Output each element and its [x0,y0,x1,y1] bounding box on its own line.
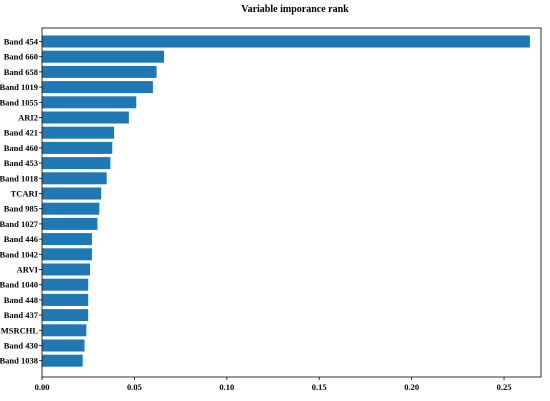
x-tick-label: 0.25 [497,382,512,392]
bar-tcari [42,187,102,200]
y-tick-label: Band 660 [4,52,38,62]
bar-band-430 [42,339,85,352]
y-tick-label: Band 1019 [0,82,38,92]
bar-band-1040 [42,278,89,291]
y-tick-label: Band 460 [4,143,38,153]
y-tick-label: Band 430 [4,341,38,351]
bar-ari2 [42,111,129,124]
bar-band-454 [42,35,530,48]
y-tick-label: ARVI [17,265,39,275]
y-tick-label: Band 454 [4,37,39,47]
y-tick-label: Band 1040 [0,280,38,290]
x-tick-label: 0.20 [404,382,419,392]
bar-band-1042 [42,248,92,261]
x-axis: 0.00 0.05 0.10 0.15 0.20 0.25 [35,377,512,392]
bar-band-1055 [42,96,137,109]
x-tick-label: 0.10 [219,382,234,392]
y-tick-label: TCARI [11,189,39,199]
bar-band-1038 [42,354,83,367]
y-tick-label: Band 437 [4,310,39,320]
y-tick-label: Band 453 [4,158,38,168]
y-tick-label: Band 1042 [0,249,38,259]
plot-frame [41,27,542,378]
bar-band-660 [42,50,164,63]
bar-band-1027 [42,217,98,230]
bar-band-453 [42,157,111,170]
y-tick-label: ARI2 [18,113,38,123]
chart-title: Variable imporance rank [241,4,349,15]
y-axis: Band 454 Band 660 Band 658 Band 1019 Band 10… [0,37,42,366]
y-tick-label: Band 1018 [0,173,38,183]
x-tick-label: 0.00 [35,382,50,392]
y-tick-label: Band 658 [4,67,38,77]
x-tick-label: 0.15 [312,382,327,392]
bar-band-437 [42,309,89,322]
y-tick-label: Band 421 [4,128,38,138]
x-tick-label: 0.05 [127,382,142,392]
bar-band-421 [42,126,115,139]
bar-band-448 [42,293,89,306]
bar-band-460 [42,141,113,154]
y-tick-label: Band 985 [4,204,38,214]
bar-band-1019 [42,81,153,94]
bars-group [42,35,530,367]
y-tick-label: Band 1038 [0,356,38,366]
y-tick-label: Band 446 [4,234,38,244]
bar-msrchl [42,324,87,337]
y-tick-label: Band 1055 [0,97,38,107]
y-tick-label: Band 448 [4,295,38,305]
bar-band-446 [42,233,92,246]
bar-arvi [42,263,91,276]
bar-band-1018 [42,172,107,185]
y-tick-label: Band 1027 [0,219,39,229]
bar-band-985 [42,202,100,215]
bar-band-658 [42,65,157,78]
y-tick-label: MSRCHL [1,325,39,335]
